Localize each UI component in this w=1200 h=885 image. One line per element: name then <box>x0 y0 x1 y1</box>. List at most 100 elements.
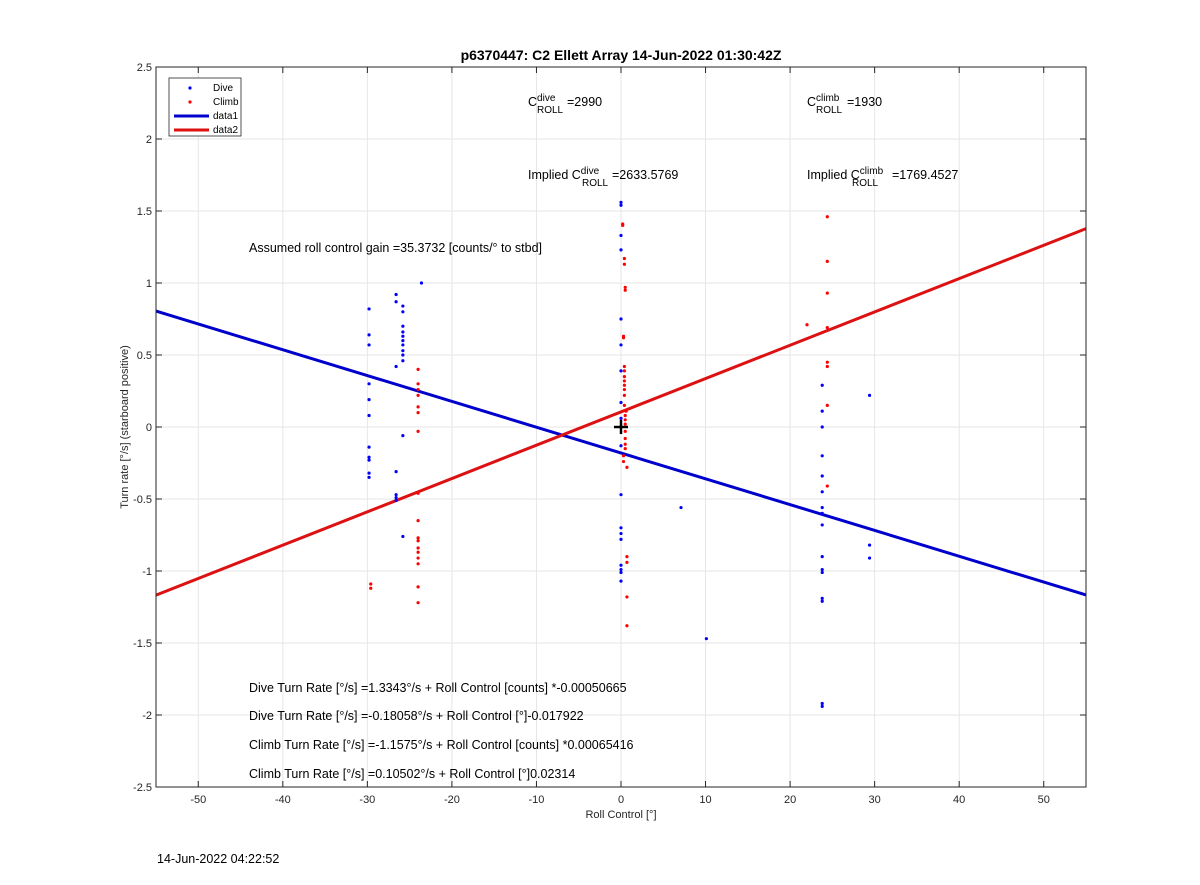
dive-point <box>820 596 824 600</box>
climb-point <box>416 546 420 550</box>
x-tick-label: 50 <box>1038 794 1050 806</box>
dive-point <box>367 458 371 462</box>
climb-point <box>416 367 420 371</box>
y-tick-label: -2.5 <box>133 782 152 794</box>
y-tick-label: -1 <box>142 566 152 578</box>
implied-c-dive-annotation: Implied Cdive ROLL=2633.5769 <box>528 166 678 189</box>
dive-point <box>367 333 371 337</box>
x-axis-label: Roll Control [°] <box>585 809 656 821</box>
dive-point <box>619 248 623 252</box>
climb-point <box>621 454 626 458</box>
climb-point <box>622 387 626 392</box>
dive-point <box>820 704 824 708</box>
y-tick-label: 1 <box>146 278 152 290</box>
climb-point <box>622 379 626 383</box>
legend-data1-label: data1 <box>213 111 238 122</box>
climb-point <box>416 519 420 523</box>
climb-point <box>416 429 420 433</box>
legend-climb-label: Climb <box>213 97 239 108</box>
climb-point <box>622 256 626 261</box>
regression-line-data1 <box>155 309 1087 597</box>
dive-point <box>820 599 824 603</box>
x-tick-label: 10 <box>699 794 711 806</box>
climb-point <box>622 369 626 373</box>
x-tick-label: 40 <box>953 794 965 806</box>
climb-point <box>625 465 629 469</box>
dive-point <box>619 579 623 583</box>
x-tick-label: -10 <box>529 794 545 806</box>
y-axis-label: Turn rate [°/s] (starboard positive) <box>119 345 131 509</box>
climb-point <box>625 560 629 564</box>
climb-point <box>416 411 420 415</box>
regression-lines <box>155 227 1087 597</box>
dive-point <box>401 343 405 347</box>
dive-point <box>367 343 371 347</box>
y-tick-label: 2 <box>146 134 152 146</box>
dive-point <box>820 555 824 559</box>
dive-point <box>401 434 405 438</box>
dive-point <box>401 353 405 357</box>
origin-marker <box>614 420 628 434</box>
gain-annotation: Assumed roll control gain =35.3732 [coun… <box>249 241 542 255</box>
climb-point <box>416 536 420 540</box>
climb-point <box>369 582 373 586</box>
y-tick-label: 0.5 <box>137 350 152 362</box>
dive-point <box>367 307 371 311</box>
dive-point <box>619 526 623 530</box>
climb-point <box>825 484 829 488</box>
x-tick-label: 0 <box>618 794 624 806</box>
climb-point <box>825 403 829 407</box>
climb-point <box>416 585 420 589</box>
climb-point <box>825 364 829 369</box>
footer-timestamp: 14-Jun-2022 04:22:52 <box>157 852 280 866</box>
dive-point <box>619 416 623 420</box>
dive-point <box>401 349 405 353</box>
dive-equation-counts: Dive Turn Rate [°/s] =1.3343°/s + Roll C… <box>249 681 627 695</box>
dive-point <box>394 292 398 297</box>
climb-point <box>623 436 627 441</box>
climb-point <box>825 291 829 295</box>
y-tick-label: -1.5 <box>133 638 152 650</box>
dive-point <box>820 506 824 510</box>
climb-point <box>622 393 626 397</box>
ticks: -50 -40 -30 -20 -10 0 10 20 30 40 50-2.5-2-1.5-1-0… <box>133 62 1086 806</box>
dive-point <box>394 495 398 500</box>
dive-point <box>867 543 872 547</box>
climb-point <box>416 550 420 554</box>
dive-point <box>820 511 824 515</box>
climb-point <box>416 387 420 392</box>
legend-dive-marker <box>188 86 192 90</box>
dive-point <box>619 233 623 238</box>
dive-point <box>619 570 623 575</box>
dive-point <box>820 425 824 429</box>
climb-point <box>623 442 627 446</box>
x-tick-label: -30 <box>359 794 375 806</box>
climb-point <box>825 259 829 263</box>
climb-point <box>623 288 627 292</box>
dive-point <box>820 570 824 575</box>
climb-point <box>621 223 625 227</box>
y-tick-label: -2 <box>142 710 152 722</box>
climb-point <box>416 562 420 566</box>
dive-point <box>419 281 424 285</box>
climb-equation-counts: Climb Turn Rate [°/s] =-1.1575°/s + Roll… <box>249 738 634 752</box>
legend-dive-label: Dive <box>213 83 233 94</box>
dive-point <box>394 470 398 474</box>
legend-data2-label: data2 <box>213 125 238 136</box>
climb-point <box>416 393 420 397</box>
dive-point <box>367 413 371 418</box>
data-points <box>367 200 872 708</box>
dive-point <box>619 200 623 204</box>
dive-point <box>820 490 824 494</box>
dive-point <box>820 409 824 413</box>
c-climb-annotation: Cclimb ROLL=1930 <box>807 93 882 116</box>
dive-point <box>394 493 398 497</box>
x-tick-label: 30 <box>869 794 881 806</box>
dive-point <box>619 400 623 405</box>
climb-point <box>622 364 626 369</box>
climb-point <box>621 459 626 464</box>
dive-point <box>619 531 623 536</box>
dive-point <box>820 523 824 527</box>
dive-point <box>401 534 405 539</box>
dive-point <box>394 300 398 304</box>
